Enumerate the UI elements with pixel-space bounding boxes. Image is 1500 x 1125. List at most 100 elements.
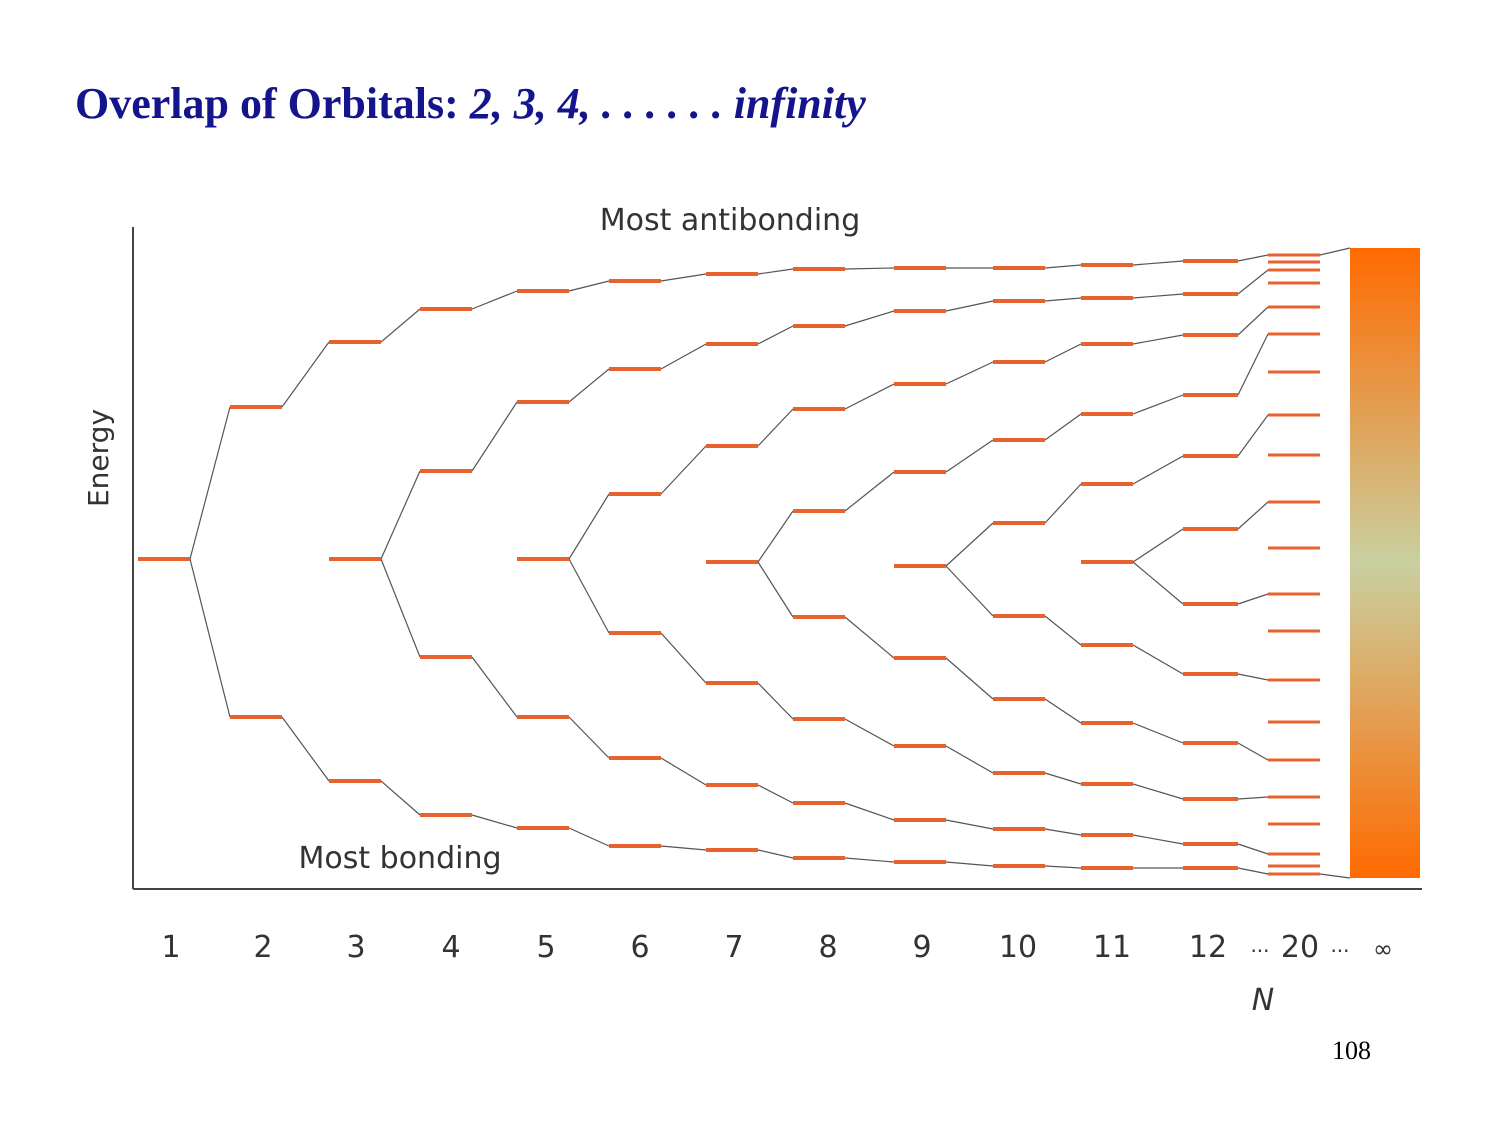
connector-line (1237, 742, 1269, 761)
connector-line (1237, 414, 1269, 457)
connector-line (1132, 722, 1184, 744)
connector-line (380, 470, 421, 560)
connector-line (380, 558, 421, 658)
x-tick-label: 12 (1189, 930, 1227, 965)
connector-line (945, 861, 994, 867)
connector-line (945, 439, 994, 473)
connector-line (844, 857, 895, 863)
connector-line (568, 827, 610, 847)
connector-line (757, 784, 794, 804)
x-axis-label: N (1252, 983, 1274, 1018)
connector-line (660, 445, 707, 495)
connector-line (844, 802, 895, 821)
x-tick-label: 5 (536, 930, 555, 965)
connector-line (757, 268, 794, 275)
connector-line (945, 361, 994, 385)
connector-line (1132, 783, 1184, 800)
connector-line (1132, 334, 1184, 345)
connector-line (844, 616, 895, 659)
page-number: 108 (1332, 1036, 1371, 1065)
connector-line (757, 561, 794, 618)
x-tick-label: ... (1250, 933, 1269, 957)
connector-line (1044, 772, 1082, 785)
connector-line (1132, 834, 1184, 845)
x-tick-label: 8 (818, 930, 837, 965)
connector-line (945, 819, 994, 830)
connector-line (945, 657, 994, 700)
connector-line (189, 558, 231, 718)
connector-line (945, 745, 994, 774)
x-tick-label: 2 (253, 930, 272, 965)
connector-line (757, 682, 794, 720)
connector-line (1237, 593, 1269, 605)
connector-line (1237, 254, 1269, 262)
x-tick-label: 11 (1093, 930, 1131, 965)
slide-title: Overlap of Orbitals: 2, 3, 4, . . . . . … (75, 78, 866, 129)
title-italic: 2, 3, 4, . . . . . . infinity (469, 79, 866, 128)
connector-line (1237, 673, 1269, 681)
connector-line (757, 325, 794, 345)
connector-line (1044, 264, 1082, 269)
orbital-levels (138, 253, 1320, 876)
connector-line (1319, 247, 1351, 256)
connector-line (1044, 698, 1082, 724)
connector-line (660, 757, 707, 786)
connector-line (568, 280, 610, 292)
connector-line (945, 300, 994, 312)
connector-line (1132, 561, 1184, 605)
x-tick-label: 20 (1281, 930, 1319, 965)
connector-line (471, 401, 518, 472)
x-tick-label: 1 (161, 930, 180, 965)
connector-line (1044, 865, 1082, 869)
connector-line (844, 471, 895, 512)
x-tick-label: ∞ (1373, 935, 1393, 963)
top-label: Most antibonding (600, 203, 861, 238)
connector-lines (189, 247, 1351, 879)
connector-line (1044, 615, 1082, 646)
connector-line (945, 522, 994, 567)
connector-line (471, 290, 518, 310)
connector-line (1237, 843, 1269, 855)
connector-line (1044, 413, 1082, 441)
connector-line (757, 408, 794, 447)
connector-line (1319, 873, 1351, 879)
connector-line (844, 383, 895, 410)
connector-line (1237, 501, 1269, 530)
connector-line (471, 656, 518, 718)
connector-line (1132, 528, 1184, 563)
x-tick-label: 7 (724, 930, 743, 965)
connector-line (189, 406, 231, 560)
x-tick-label: 6 (630, 930, 649, 965)
connector-line (757, 510, 794, 563)
connector-line (380, 308, 421, 343)
connector-line (844, 267, 895, 270)
connector-line (660, 273, 707, 282)
connector-line (1044, 297, 1082, 302)
connector-line (1237, 269, 1269, 295)
connector-line (844, 718, 895, 747)
x-tick-labels: 1 2 3 4 5 6 7 8 9 10 11 12... 20... ∞ (161, 930, 1393, 965)
connector-line (1132, 644, 1184, 675)
connector-line (568, 558, 610, 634)
title-main: Overlap of Orbitals: (75, 79, 459, 128)
x-tick-label: 3 (346, 930, 365, 965)
bottom-label: Most bonding (298, 841, 501, 876)
connector-line (471, 814, 518, 829)
connector-line (1044, 343, 1082, 363)
connector-line (568, 493, 610, 560)
connector-line (757, 849, 794, 859)
connector-line (1132, 394, 1184, 415)
connector-line (281, 341, 330, 408)
x-tick-label: ... (1330, 933, 1349, 957)
connector-line (1132, 293, 1184, 299)
energy-band (1350, 248, 1420, 878)
connector-line (1237, 333, 1269, 396)
connector-line (380, 780, 421, 816)
x-tick-label: 10 (999, 930, 1037, 965)
connector-line (660, 845, 707, 851)
connector-line (1237, 306, 1269, 336)
connector-line (1237, 796, 1269, 800)
connector-line (1237, 867, 1269, 875)
y-axis-label: Energy (82, 409, 115, 507)
